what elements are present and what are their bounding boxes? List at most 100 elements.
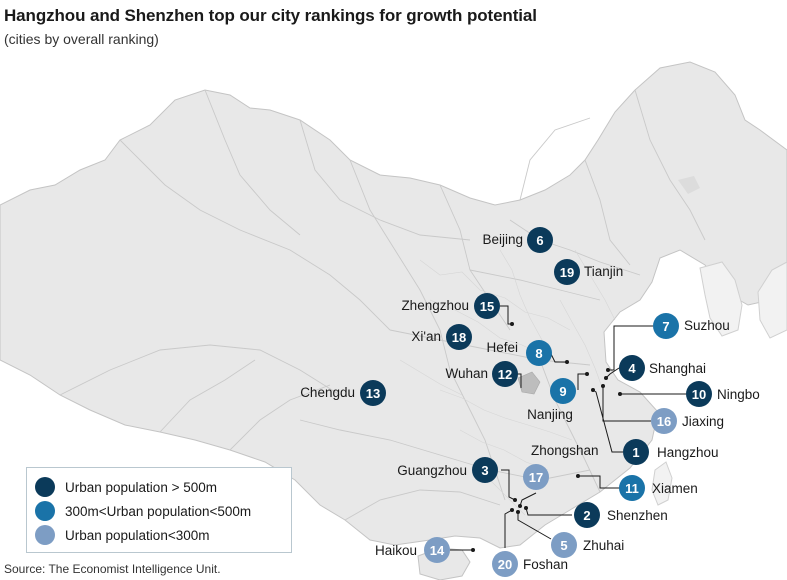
rank-number-beijing: 6 [536, 233, 543, 248]
leader-line-nanjing [577, 373, 587, 390]
rank-badge-shanghai [619, 355, 645, 381]
rank-number-suzhou: 7 [662, 319, 669, 334]
city-dot-suzhou [606, 368, 610, 372]
rank-badge-guangzhou [472, 457, 498, 483]
coastal-patch [678, 176, 700, 194]
city-marker-xian: 18 Xi'an [411, 324, 472, 350]
japan-island [757, 261, 787, 339]
legend-item-large: Urban population > 500m [35, 477, 217, 497]
rank-number-xiamen: 11 [625, 481, 639, 496]
city-marker-jiaxing: 16 Jiaxing [651, 408, 724, 434]
city-dot-shenzhen [524, 506, 528, 510]
map-base [0, 61, 787, 580]
leader-line-guangzhou [501, 469, 516, 501]
city-label-ningbo: Ningbo [717, 387, 760, 402]
rank-badge-hangzhou [623, 439, 649, 465]
rank-badge-foshan [492, 551, 518, 577]
city-dot-xiamen [576, 474, 580, 478]
city-dot-zhongshan [518, 504, 522, 508]
city-dot-guangzhou [513, 498, 517, 502]
rank-number-hefei: 8 [535, 346, 542, 361]
city-marker-nanjing: 9 Nanjing [527, 378, 576, 422]
city-marker-haikou: 14 Haikou [375, 537, 450, 563]
rank-badge-zhengzhou [474, 293, 500, 319]
city-marker-shanghai: 4 Shanghai [619, 355, 706, 381]
city-dot-ningbo [618, 392, 622, 396]
city-marker-zhengzhou: 15 Zhengzhou [401, 293, 500, 319]
rank-number-xian: 18 [452, 330, 466, 345]
city-dot-nanjing [585, 372, 589, 376]
city-label-jiaxing: Jiaxing [682, 414, 724, 429]
korea-peninsula [699, 261, 743, 337]
rank-number-guangzhou: 3 [481, 463, 488, 478]
city-label-shanghai: Shanghai [649, 361, 706, 376]
leader-line-foshan [504, 509, 513, 548]
rank-number-foshan: 20 [498, 557, 512, 572]
rank-badge-chengdu [360, 380, 386, 406]
rank-badge-zhongshan [523, 464, 549, 490]
city-label-zhengzhou: Zhengzhou [401, 298, 469, 313]
rank-number-wuhan: 12 [498, 367, 512, 382]
city-label-chengdu: Chengdu [300, 385, 355, 400]
city-marker-guangzhou: 3 Guangzhou [397, 457, 498, 483]
city-marker-zhuhai: 5 Zhuhai [551, 532, 624, 558]
city-marker-suzhou: 7 Suzhou [653, 313, 730, 339]
leader-line-suzhou [608, 325, 653, 371]
city-marker-chengdu: 13 Chengdu [300, 380, 386, 406]
highlighted-region [517, 371, 541, 395]
city-label-wuhan: Wuhan [445, 366, 488, 381]
rank-badge-tianjin [554, 259, 580, 285]
map-subtitle: (cities by overall ranking) [4, 31, 159, 47]
city-dot-foshan [510, 508, 514, 512]
city-label-zhuhai: Zhuhai [583, 538, 624, 553]
city-marker-hefei: 8 Hefei [486, 340, 552, 366]
city-marker-ningbo: 10 Ningbo [686, 381, 760, 407]
city-label-xiamen: Xiamen [652, 481, 698, 496]
rank-badge-wuhan [492, 361, 518, 387]
city-dot-shanghai [604, 376, 608, 380]
rank-number-hangzhou: 1 [632, 445, 639, 460]
city-marker-xiamen: 11 Xiamen [619, 475, 698, 501]
city-marker-hangzhou: 1 Hangzhou [623, 439, 719, 465]
city-label-suzhou: Suzhou [684, 318, 730, 333]
leader-line-zhongshan [519, 492, 537, 507]
rank-badge-haikou [424, 537, 450, 563]
rank-badge-ningbo [686, 381, 712, 407]
city-dot-jiaxing [601, 384, 605, 388]
city-label-hefei: Hefei [486, 340, 518, 355]
rank-badge-zhuhai [551, 532, 577, 558]
legend-label-small: Urban population<300m [65, 527, 210, 543]
rank-number-shenzhen: 2 [583, 508, 590, 523]
rank-badge-jiaxing [651, 408, 677, 434]
city-marker-beijing: 6 Beijing [482, 227, 553, 253]
rank-badge-xiamen [619, 475, 645, 501]
legend-swatch-small [35, 525, 55, 545]
rank-number-ningbo: 10 [692, 387, 706, 402]
leader-dots [471, 322, 622, 552]
city-label-zhongshan: Zhongshan [531, 443, 599, 458]
legend-label-medium: 300m<Urban population<500m [65, 503, 252, 519]
legend-swatch-large [35, 477, 55, 497]
rank-badge-shenzhen [574, 502, 600, 528]
city-marker-shenzhen: 2 Shenzhen [574, 502, 668, 528]
rank-number-tianjin: 19 [560, 265, 574, 280]
rank-badge-nanjing [550, 378, 576, 404]
rank-badge-beijing [527, 227, 553, 253]
leader-line-wuhan [517, 373, 522, 388]
city-label-foshan: Foshan [523, 557, 568, 572]
city-dot-zhengzhou [510, 322, 514, 326]
rank-number-jiaxing: 16 [657, 414, 671, 429]
city-label-tianjin: Tianjin [584, 264, 623, 279]
city-dot-hangzhou [591, 388, 595, 392]
rank-badge-xian [446, 324, 472, 350]
leader-line-xiamen [578, 475, 620, 489]
source-note: Source: The Economist Intelligence Unit. [4, 562, 221, 576]
rank-badge-hefei [526, 340, 552, 366]
legend: Urban population > 500m 300m<Urban popul… [26, 467, 292, 553]
city-label-beijing: Beijing [482, 232, 523, 247]
rank-number-shanghai: 4 [628, 361, 636, 376]
taiwan-island [651, 461, 673, 506]
rank-number-zhengzhou: 15 [480, 299, 494, 314]
city-label-hangzhou: Hangzhou [657, 445, 719, 460]
